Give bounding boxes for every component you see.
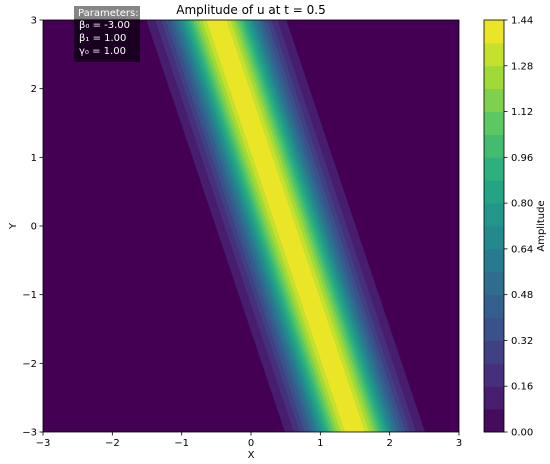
colorbar-level-7 (484, 248, 504, 273)
colorbar-tick-label: 0.64 (511, 244, 533, 255)
colorbar-level-3 (484, 340, 504, 364)
colorbar-tick-label: 1.12 (511, 107, 533, 118)
colorbar-level-11 (484, 157, 504, 181)
parameters-annotation-line-2: β₁ = 1.00 (79, 33, 126, 44)
y-tick-label: 2 (31, 84, 37, 95)
field-level-17 (206, 20, 365, 432)
colorbar-level-12 (484, 134, 504, 158)
parameters-annotation-header (74, 6, 140, 19)
parameters-annotation-body (74, 18, 140, 62)
colorbar-tick-label: 0.48 (511, 290, 533, 301)
colorbar-level-10 (484, 180, 504, 204)
colorbar: 0.00 0.16 0.32 0.48 0.64 0.80 0.96 1.12 1.28 1.44… (483, 16, 547, 439)
colorbar-level-4 (484, 317, 504, 341)
x-axis-label: X (248, 450, 255, 461)
colorbar-level-2 (484, 363, 504, 387)
y-tick-label: −1 (22, 290, 37, 301)
colorbar-tick-label: 0.32 (511, 336, 533, 347)
x-tick-label: −3 (36, 438, 51, 449)
colorbar-level-17 (484, 20, 504, 44)
parameters-annotation: Parameters: β₀ = -3.00 β₁ = 1.00 γ₀ = 1.… (74, 6, 140, 62)
y-tick-label: 1 (31, 153, 37, 164)
y-axis-label: Y (8, 222, 19, 230)
colorbar-level-16 (484, 42, 504, 67)
colorbar-tick-label: 1.44 (511, 16, 533, 27)
y-axis-ticks: −3 −2 −1 0 1 2 3 (22, 16, 43, 439)
colorbar-level-15 (484, 65, 504, 90)
colorbar-label: Amplitude (536, 200, 547, 251)
x-tick-label: 2 (386, 438, 392, 449)
x-tick-label: −1 (174, 438, 189, 449)
plot-area (43, 20, 459, 432)
y-tick-label: 3 (31, 16, 37, 27)
colorbar-tick-label: 0.16 (511, 382, 533, 393)
colorbar-level-8 (484, 226, 504, 250)
parameters-annotation-title: Parameters: (78, 8, 139, 19)
x-tick-label: 0 (248, 438, 254, 449)
x-tick-label: 3 (456, 438, 462, 449)
colorbar-level-1 (484, 386, 504, 410)
y-tick-label: 0 (31, 222, 37, 233)
colorbar-level-6 (484, 271, 504, 296)
y-tick-label: −2 (22, 359, 37, 370)
x-tick-label: 1 (317, 438, 323, 449)
colorbar-level-5 (484, 294, 504, 318)
colorbar-level-13 (484, 111, 504, 135)
colorbar-level-0 (484, 409, 504, 433)
colorbar-tick-label: 1.28 (511, 61, 533, 72)
colorbar-tick-label: 0.80 (511, 199, 533, 210)
colorbar-level-9 (484, 203, 504, 227)
x-axis-ticks: −3 −2 −1 0 1 2 3 (36, 432, 462, 449)
y-tick-label: −3 (22, 428, 37, 439)
colorbar-tick-label: 0.96 (511, 153, 533, 164)
x-tick-label: −2 (105, 438, 120, 449)
parameters-annotation-line-3: γ₀ = 1.00 (79, 46, 126, 57)
colorbar-frame (483, 19, 505, 433)
colorbar-tick-label: 0.00 (511, 428, 533, 439)
chart-title: Amplitude of u at t = 0.5 (176, 3, 325, 17)
parameters-annotation-line-1: β₀ = -3.00 (79, 20, 130, 31)
colorbar-level-14 (484, 88, 504, 112)
